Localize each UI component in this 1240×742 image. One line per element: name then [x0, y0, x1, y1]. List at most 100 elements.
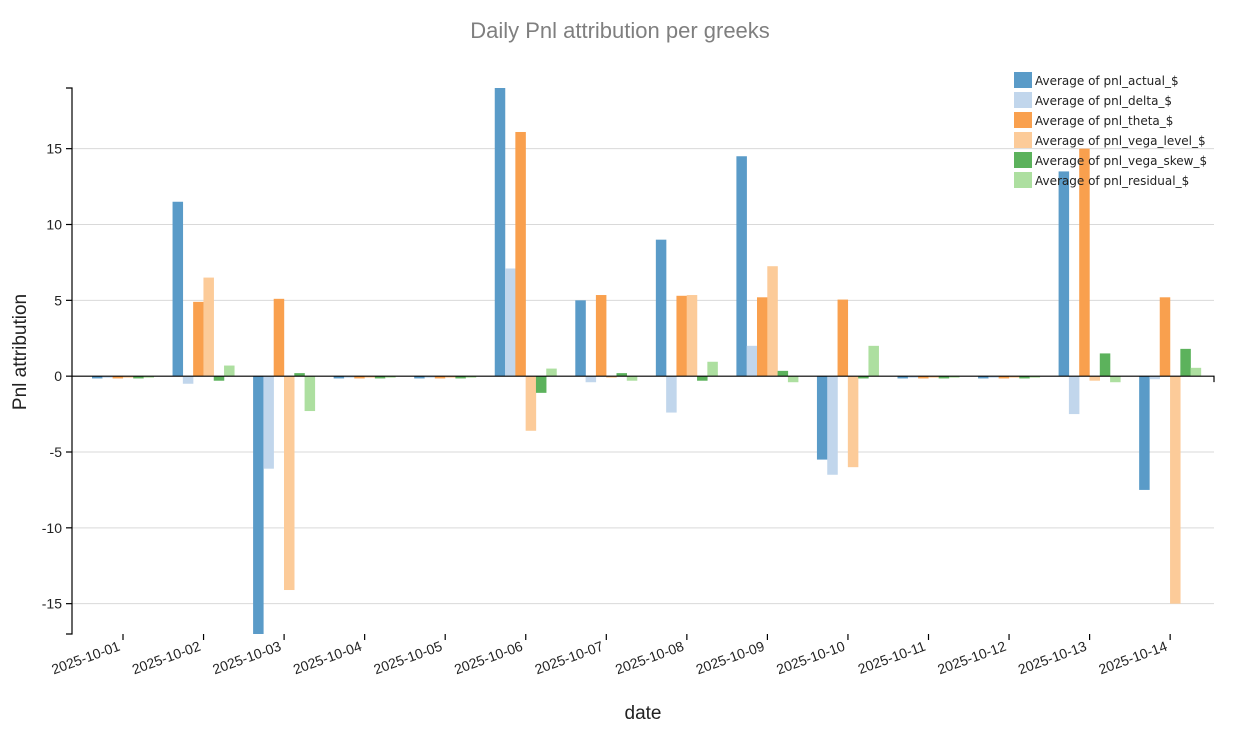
x-tick-label: 2025-10-01 [49, 638, 122, 678]
y-tick-label: 15 [46, 141, 62, 157]
y-tick-labels: -15 -10 -5 0 5 10 15 [42, 141, 62, 612]
bar-2025-10-05-series-0 [414, 376, 425, 379]
bar-2025-10-04-series-3 [364, 376, 376, 378]
bar-2025-10-09-series-5 [787, 376, 799, 383]
bar-2025-10-03-series-0 [253, 376, 264, 634]
bar-2025-10-08-series-5 [707, 361, 718, 377]
bar-2025-10-01-series-2 [112, 376, 124, 379]
bar-2025-10-02-series-1 [182, 376, 194, 384]
bar-2025-10-11-series-5 [949, 376, 960, 378]
bar-2025-10-04-series-1 [343, 376, 355, 378]
bar-2025-10-02-series-3 [203, 277, 214, 377]
y-axis-spine [66, 87, 73, 635]
x-tick-label: 2025-10-13 [1016, 638, 1089, 678]
bar-2025-10-02-series-4 [213, 376, 225, 381]
bar-2025-10-06-series-2 [515, 131, 526, 377]
bar-2025-10-01-series-1 [102, 376, 113, 378]
bar-2025-10-05-series-1 [424, 376, 435, 378]
bar-2025-10-12-series-4 [1019, 376, 1030, 379]
bar-2025-10-07-series-3 [606, 376, 617, 378]
x-tick-label: 2025-10-02 [130, 638, 203, 678]
legend-label: Average of pnl_actual_$ [1035, 74, 1179, 88]
bar-2025-10-09-series-4 [777, 370, 789, 377]
bar-2025-10-07-series-4 [616, 373, 627, 377]
bar-2025-10-10-series-1 [827, 376, 838, 475]
bar-2025-10-13-series-0 [1058, 171, 1070, 377]
bar-2025-10-05-series-2 [434, 376, 446, 379]
legend-label: Average of pnl_vega_skew_$ [1035, 154, 1207, 168]
bar-2025-10-09-series-0 [736, 156, 747, 377]
x-tick-label: 2025-10-08 [613, 638, 686, 678]
bar-2025-10-04-series-2 [354, 376, 365, 379]
bar-2025-10-01-series-4 [133, 376, 144, 379]
bar-2025-10-07-series-1 [585, 376, 597, 383]
x-tick-label: 2025-10-09 [694, 638, 767, 678]
y-tick-label: 10 [46, 217, 62, 233]
y-tick-label: 0 [54, 368, 62, 384]
bar-2025-10-04-series-0 [333, 376, 345, 379]
y-tick-label: 5 [54, 292, 62, 308]
chart-title: Daily Pnl attribution per greeks [470, 18, 770, 43]
bar-2025-10-12-series-1 [988, 376, 999, 378]
bar-2025-10-13-series-2 [1079, 148, 1090, 377]
y-tick-label: -15 [42, 596, 62, 612]
bar-2025-10-10-series-3 [847, 376, 859, 468]
x-tick-label: 2025-10-03 [210, 638, 283, 678]
legend-swatch [1014, 72, 1032, 88]
legend-swatch [1014, 132, 1032, 148]
bar-2025-10-03-series-5 [304, 376, 316, 412]
x-tick-label: 2025-10-06 [452, 638, 525, 678]
legend-swatch [1014, 172, 1032, 188]
legend-label: Average of pnl_vega_level_$ [1035, 134, 1206, 148]
bar-2025-10-12-series-2 [998, 376, 1010, 379]
bar-2025-10-06-series-0 [494, 88, 506, 377]
bar-2025-10-11-series-0 [897, 376, 908, 379]
bar-2025-10-08-series-1 [666, 376, 677, 413]
x-tick-label: 2025-10-04 [291, 638, 364, 678]
legend-label: Average of pnl_delta_$ [1035, 94, 1172, 108]
bar-2025-10-09-series-3 [767, 266, 778, 377]
bar-2025-10-01-series-0 [92, 376, 103, 379]
bar-2025-10-07-series-2 [595, 295, 607, 377]
axes [66, 87, 1215, 640]
legend-swatch [1014, 152, 1032, 168]
bar-2025-10-05-series-3 [445, 376, 456, 378]
bar-2025-10-08-series-4 [697, 376, 708, 381]
x-tick-labels: 2025-10-01 2025-10-02 2025-10-03 2025-10-04… [49, 638, 1169, 678]
x-axis-zero-line [72, 375, 1215, 383]
bar-2025-10-04-series-4 [374, 376, 386, 379]
bar-2025-10-05-series-4 [455, 376, 466, 379]
bar-2025-10-14-series-2 [1159, 297, 1171, 377]
bar-2025-10-03-series-1 [263, 376, 274, 469]
bar-2025-10-09-series-2 [757, 297, 768, 377]
bar-2025-10-13-series-1 [1068, 376, 1080, 415]
bar-2025-10-14-series-4 [1180, 348, 1191, 377]
legend-label: Average of pnl_residual_$ [1035, 174, 1189, 188]
bar-2025-10-08-series-3 [686, 295, 698, 377]
bar-2025-10-14-series-1 [1149, 376, 1160, 380]
bar-2025-10-03-series-3 [284, 376, 295, 591]
legend-swatch [1014, 92, 1032, 108]
bar-2025-10-14-series-0 [1139, 376, 1150, 490]
y-tick-label: -5 [50, 444, 63, 460]
bar-2025-10-02-series-0 [172, 201, 184, 377]
bar-2025-10-09-series-1 [746, 345, 758, 377]
bar-2025-10-07-series-5 [626, 376, 638, 381]
bar-2025-10-11-series-1 [907, 376, 919, 378]
bar-2025-10-12-series-3 [1008, 376, 1020, 378]
bar-2025-10-10-series-4 [858, 376, 869, 379]
bar-2025-10-02-series-5 [224, 365, 235, 377]
bar-2025-10-02-series-2 [193, 301, 204, 377]
bar-2025-10-01-series-3 [122, 376, 134, 378]
bar-2025-10-10-series-0 [816, 376, 828, 460]
bar-2025-10-06-series-4 [535, 376, 547, 393]
bar-2025-10-04-series-5 [385, 376, 396, 378]
bar-2025-10-06-series-5 [546, 368, 557, 377]
bar-2025-10-07-series-0 [575, 300, 586, 377]
bar-2025-10-03-series-4 [294, 373, 305, 377]
x-tick-label: 2025-10-10 [774, 638, 847, 678]
bar-2025-10-11-series-4 [938, 376, 950, 379]
bar-2025-10-10-series-2 [837, 299, 849, 377]
bar-2025-10-13-series-4 [1099, 353, 1111, 377]
